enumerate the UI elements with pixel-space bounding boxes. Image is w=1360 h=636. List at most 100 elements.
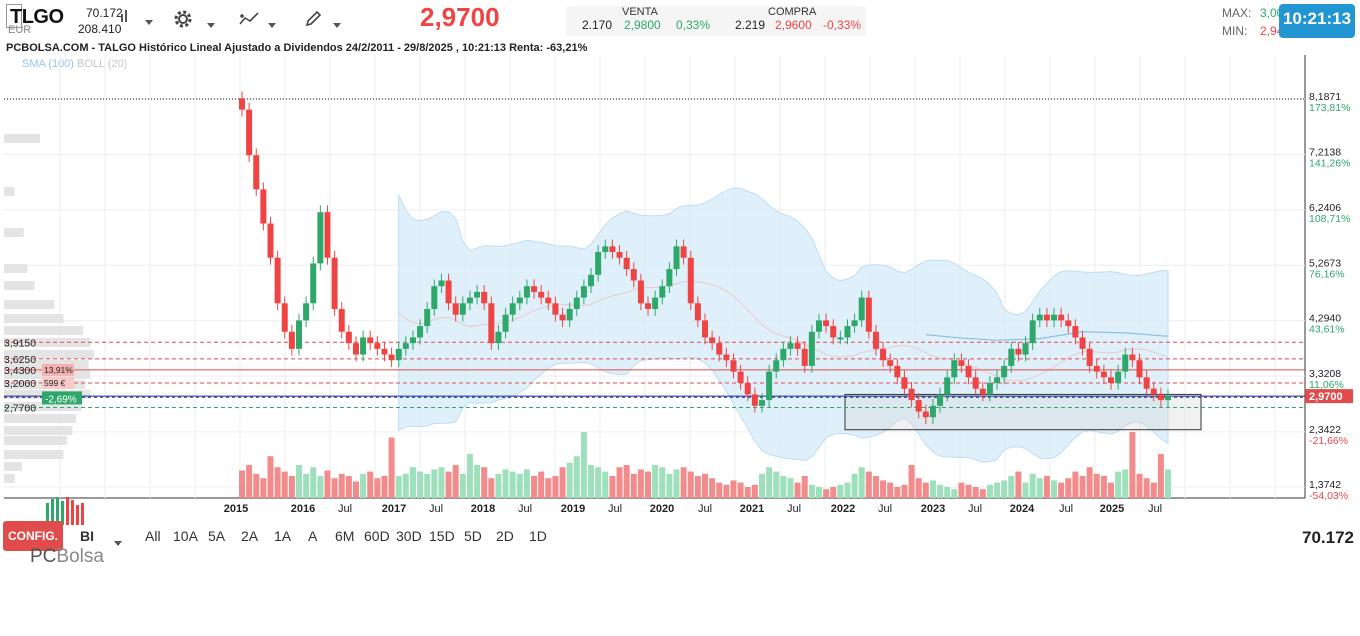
chevron-down-icon[interactable] — [333, 16, 341, 34]
level-label: 3,9150 — [4, 337, 36, 349]
volume-bar — [466, 454, 473, 498]
volume-profile-bar — [4, 300, 55, 309]
candle-body — [673, 246, 680, 270]
candle-body — [808, 331, 815, 366]
chevron-down-icon[interactable] — [114, 534, 122, 552]
volume-bar — [1129, 432, 1136, 498]
candle-body — [552, 303, 559, 315]
legend-boll[interactable]: BOLL (20) — [77, 58, 128, 70]
y-tick-label: 4,2940 — [1309, 313, 1341, 325]
volume-bar — [808, 484, 815, 498]
sell-price: 2,9800 — [624, 18, 661, 32]
range-all[interactable]: All — [145, 528, 161, 544]
x-tick-label: Jul — [1059, 503, 1073, 515]
candle-body — [872, 331, 879, 349]
candle-body — [815, 320, 822, 332]
clock-badge[interactable]: 10:21:13 — [1279, 4, 1355, 38]
volume-bar — [317, 476, 324, 498]
range-15d[interactable]: 15D — [429, 528, 455, 544]
legend-sma[interactable]: SMA (100) — [22, 58, 74, 70]
volume-bar — [345, 476, 352, 498]
volume-bar — [723, 484, 730, 498]
y-tick-label: 7,2138 — [1309, 146, 1341, 158]
candle-body — [545, 297, 552, 304]
range-2d[interactable]: 2D — [496, 528, 514, 544]
volume-bar — [374, 478, 381, 498]
gear-icon[interactable] — [172, 8, 194, 35]
candle-body — [1165, 396, 1171, 401]
candle-body — [445, 280, 452, 304]
candle-body — [1157, 394, 1164, 401]
candle-body — [1150, 388, 1157, 395]
candle-body — [409, 337, 416, 344]
range-1d[interactable]: 1D — [529, 528, 547, 544]
x-tick-label: Jul — [1148, 503, 1162, 515]
volume-bar — [417, 471, 424, 498]
volume-bar — [773, 471, 780, 498]
candle-body — [317, 212, 324, 264]
volume-bar — [609, 476, 616, 498]
x-tick-label: 2021 — [740, 503, 764, 515]
range-2a[interactable]: 2A — [241, 528, 259, 544]
range-1a[interactable]: 1A — [274, 528, 292, 544]
volume-bar — [388, 437, 395, 498]
candle-body — [979, 388, 986, 395]
candle-body — [1058, 314, 1065, 321]
candle-body — [559, 314, 566, 321]
range-5a[interactable]: 5A — [208, 528, 226, 544]
candle-body — [1065, 320, 1072, 327]
period-select[interactable]: BI — [80, 528, 94, 544]
range-30d[interactable]: 30D — [396, 528, 422, 544]
candle-body — [616, 252, 623, 258]
volume-bar — [531, 476, 538, 498]
volume-bar — [310, 467, 317, 498]
range-a[interactable]: A — [308, 528, 318, 544]
candle-body — [958, 360, 965, 366]
bid-ask-panel — [566, 6, 866, 36]
range-60d[interactable]: 60D — [364, 528, 390, 544]
candle-body — [830, 326, 837, 338]
config-button[interactable]: CONFIG. — [3, 521, 63, 551]
volume-bar — [979, 489, 986, 498]
volume-bar — [246, 465, 253, 498]
candle-body — [495, 331, 502, 344]
chevron-down-icon[interactable] — [207, 16, 215, 34]
volume-bar — [766, 467, 773, 498]
volume-bar — [352, 481, 359, 498]
chevron-down-icon[interactable] — [268, 16, 276, 34]
volume-bar — [1043, 476, 1050, 498]
candle-body — [516, 297, 523, 304]
range-5d[interactable]: 5D — [464, 528, 482, 544]
indicators-icon[interactable] — [238, 10, 260, 33]
candle-body — [780, 348, 787, 361]
x-tick-label: 2022 — [831, 503, 855, 515]
volume-profile-bar — [4, 187, 15, 196]
volume-profile-bar — [4, 426, 73, 435]
volume-bar — [1008, 476, 1015, 498]
logo-bolsa: Bolsa — [56, 546, 104, 567]
sell-label: VENTA — [622, 6, 658, 18]
candle-body — [787, 343, 794, 349]
x-tick-label: Jul — [787, 503, 801, 515]
volume-bar — [623, 465, 630, 498]
pencil-icon[interactable] — [304, 10, 322, 33]
range-6m[interactable]: 6M — [335, 528, 355, 544]
candle-body — [965, 365, 972, 378]
candle-body — [1029, 320, 1036, 344]
y-tick-pct: 108,71% — [1309, 213, 1350, 225]
volume-bar — [794, 482, 801, 498]
range-10a[interactable]: 10A — [173, 528, 198, 544]
candle-body — [395, 348, 402, 361]
candle-body — [773, 360, 780, 372]
candle-body — [880, 348, 887, 361]
volume-bar — [1165, 469, 1171, 498]
volume-profile-bar — [4, 264, 28, 273]
candle-body — [766, 371, 773, 401]
ticker-symbol[interactable]: TLGO — [10, 6, 64, 28]
candle-body — [915, 400, 922, 412]
chevron-down-icon[interactable] — [145, 13, 153, 31]
candle-body — [573, 297, 580, 309]
volume-bar — [837, 484, 844, 498]
candle-body — [637, 280, 644, 304]
